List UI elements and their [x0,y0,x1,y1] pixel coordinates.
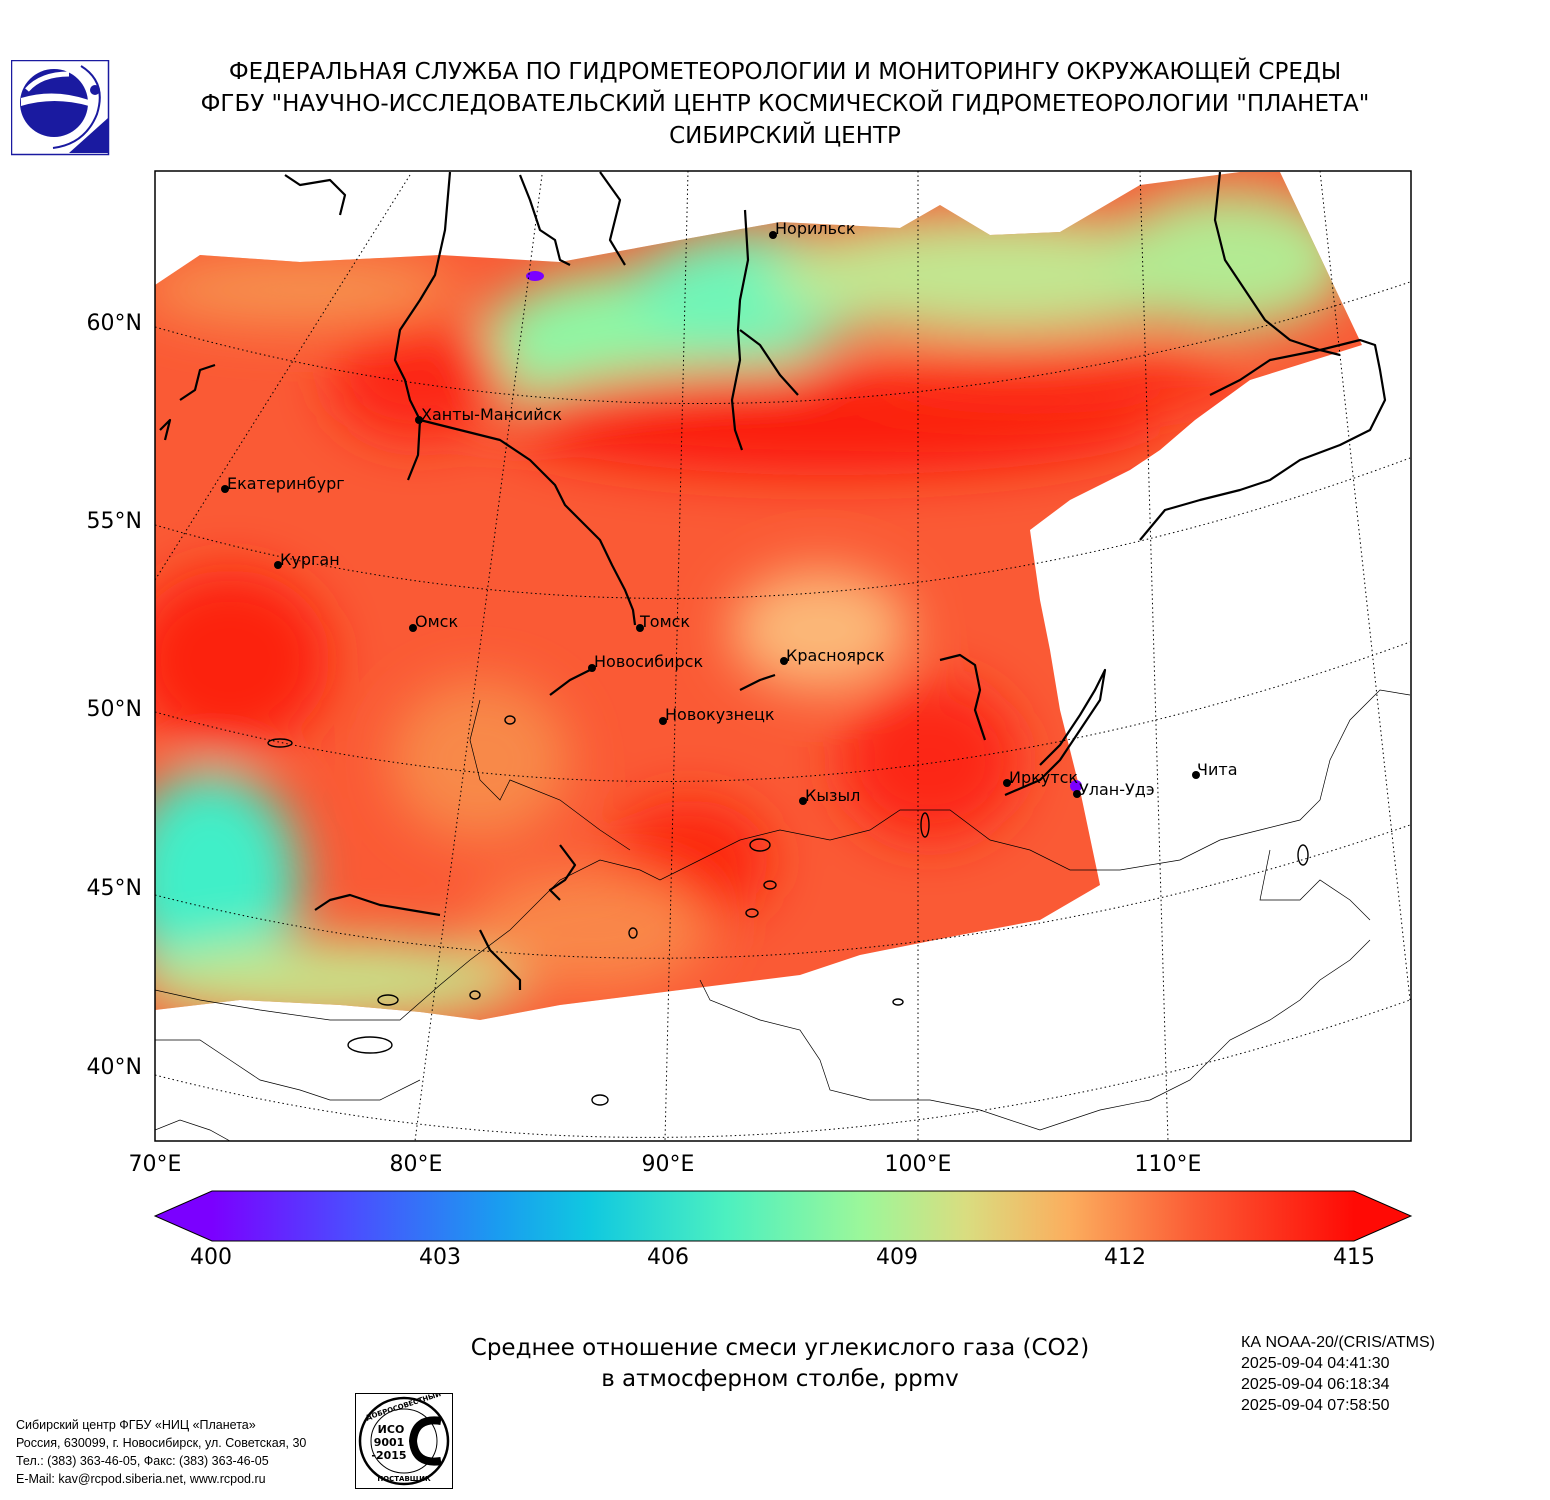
lon-label-100: 100°E [884,1152,952,1177]
city-label-ulan-ude: Улан-Удэ [1079,780,1155,799]
header-line-agency: ФЕДЕРАЛЬНАЯ СЛУЖБА ПО ГИДРОМЕТЕОРОЛОГИИ … [228,59,1342,85]
iso-label: ИСО [378,1423,405,1436]
lon-label-110: 110°E [1134,1152,1202,1177]
colorbar-tick-403: 403 [419,1245,461,1270]
colorbar-min-arrow [155,1191,212,1241]
city-dot-chita [1192,771,1200,779]
borders [155,689,1411,1141]
caption-line-1: Среднее отношение смеси углекислого газа… [470,1335,1090,1361]
pass-time-3: 2025-09-04 07:58:50 [1241,1397,1390,1414]
lat-label-55: 55°N [86,509,142,534]
city-dot-novosibirsk [588,664,596,672]
lat-label-40: 40°N [86,1055,142,1080]
city-dot-khanty-mansiysk [415,416,423,424]
lat-label-45: 45°N [86,876,142,901]
city-label-novosibirsk: Новосибирск [594,652,703,671]
colorbar-tick-415: 415 [1333,1245,1375,1270]
city-dot-ulan-ude [1073,790,1081,798]
lon-label-80: 80°E [389,1152,443,1177]
city-dot-kurgan [274,561,282,569]
colorbar-tick-400: 400 [190,1245,232,1270]
satellite-info: КА NOAA-20/(CRIS/ATMS) 2025-09-04 04:41:… [1241,1332,1435,1416]
city-dot-krasnoyarsk [780,657,788,665]
co2-field [155,172,1362,1020]
city-label-chita: Чита [1197,760,1238,779]
min-value-spot [526,271,544,281]
city-dot-tomsk [636,624,644,632]
caption-line-2: в атмосферном столбе, ppmv [601,1366,959,1392]
city-dot-irkutsk [1003,779,1011,787]
lon-label-90: 90°E [641,1152,695,1177]
colorbar-tick-412: 412 [1104,1245,1146,1270]
footer-address: Россия, 630099, г. Новосибирск, ул. Сове… [16,1436,307,1450]
city-label-yekaterinburg: Екатеринбург [227,474,345,493]
footer-contact: Сибирский центр ФГБУ «НИЦ «Планета» Росс… [16,1416,306,1488]
header-line-institute: ФГБУ "НАУЧНО-ИССЛЕДОВАТЕЛЬСКИЙ ЦЕНТР КОС… [200,91,1370,117]
lakes [267,715,1309,1106]
colorbar-tick-406: 406 [647,1245,689,1270]
footer-phone: Тел.: (383) 363-46-05, Факс: (383) 363-4… [16,1454,269,1468]
colorbar-outline [153,1190,1413,1242]
header-line-center: СИБИРСКИЙ ЦЕНТР [669,123,901,149]
pass-time-1: 2025-09-04 04:41:30 [1241,1355,1390,1372]
iso-stamp: ДОБРОСОВЕСТНЫЙ ПОСТАВЩИК ИСО 9001 -2015 [355,1393,453,1489]
city-label-novokuznetsk: Новокузнецк [665,705,775,724]
city-label-krasnoyarsk: Красноярск [786,646,885,665]
lon-label-70: 70°E [128,1152,182,1177]
satellite-name: КА NOAA-20/(CRIS/ATMS) [1241,1334,1435,1351]
footer-org: Сибирский центр ФГБУ «НИЦ «Планета» [16,1418,256,1432]
city-markers: Норильск Ханты-Мансийск Екатеринбург Кур… [221,219,1238,805]
map-frame [154,170,1412,1142]
graticule [155,171,1411,1141]
city-label-tomsk: Томск [639,612,690,631]
city-label-norilsk: Норильск [775,219,856,238]
map-area: Норильск Ханты-Мансийск Екатеринбург Кур… [155,171,1411,1141]
iso-number: 9001 [374,1436,405,1449]
city-label-khanty-mansiysk: Ханты-Мансийск [421,405,562,424]
lat-label-50: 50°N [86,697,142,722]
city-dot-novokuznetsk [659,717,667,725]
city-label-kurgan: Курган [280,550,340,569]
min-value-spot [1070,780,1082,792]
colorbar-body [212,1191,1354,1241]
city-dot-norilsk [769,231,777,239]
city-dot-kyzyl [799,797,807,805]
planeta-logo [11,60,110,156]
iso-year: -2015 [371,1449,406,1462]
colorbar [153,1190,1413,1242]
city-label-irkutsk: Иркутск [1009,768,1078,787]
lat-label-60: 60°N [86,311,142,336]
pass-time-2: 2025-09-04 06:18:34 [1241,1376,1390,1393]
city-label-omsk: Омск [415,612,458,631]
colorbar-tick-409: 409 [876,1245,918,1270]
iso-bottom-text: ПОСТАВЩИК [377,1475,431,1483]
city-dot-omsk [409,624,417,632]
header: ФЕДЕРАЛЬНАЯ СЛУЖБА ПО ГИДРОМЕТЕОРОЛОГИИ … [150,56,1420,152]
colorbar-max-arrow [1354,1191,1411,1241]
footer-email: E-Mail: kav@rcpod.siberia.net, www.rcpod… [16,1472,266,1486]
map-caption: Среднее отношение смеси углекислого газа… [380,1333,1180,1395]
rivers-coastline [159,171,1387,990]
city-label-kyzyl: Кызыл [805,786,860,805]
city-dot-yekaterinburg [221,485,229,493]
